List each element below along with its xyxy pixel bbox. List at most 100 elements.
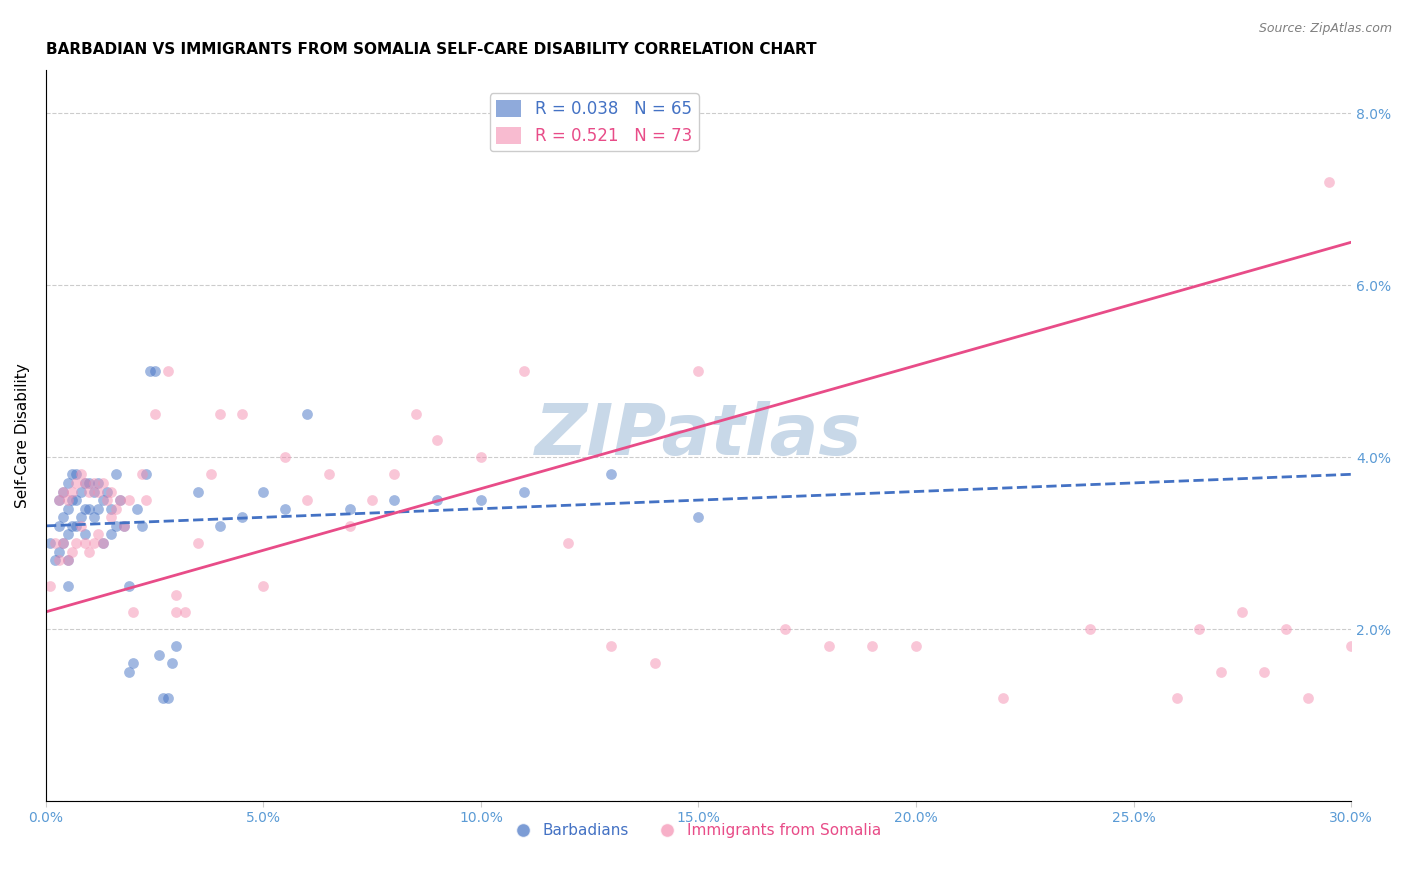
Point — [87, 484, 110, 499]
Point — [44, 536, 66, 550]
Point — [1253, 665, 1275, 679]
Point — [52, 536, 75, 550]
Point — [426, 433, 449, 447]
Point — [60, 467, 83, 482]
Point — [75, 475, 97, 490]
Point — [79, 484, 101, 499]
Point — [69, 519, 91, 533]
Point — [65, 493, 87, 508]
Point — [131, 519, 153, 533]
Point — [52, 484, 75, 499]
Point — [87, 475, 110, 490]
Point — [91, 493, 114, 508]
Point — [117, 665, 139, 679]
Point — [143, 407, 166, 421]
Point — [1317, 175, 1340, 189]
Point — [100, 501, 122, 516]
Point — [187, 484, 209, 499]
Point — [56, 553, 79, 567]
Point — [79, 475, 101, 490]
Point — [405, 407, 427, 421]
Point — [644, 657, 666, 671]
Point — [361, 493, 384, 508]
Point — [166, 588, 188, 602]
Point — [75, 536, 97, 550]
Point — [470, 450, 492, 464]
Point — [122, 657, 145, 671]
Point — [156, 364, 179, 378]
Point — [135, 493, 157, 508]
Point — [152, 690, 174, 705]
Point — [91, 475, 114, 490]
Point — [470, 493, 492, 508]
Point — [904, 639, 927, 653]
Point — [79, 544, 101, 558]
Point — [160, 657, 183, 671]
Point — [252, 579, 274, 593]
Point — [48, 553, 70, 567]
Point — [166, 605, 188, 619]
Point — [48, 493, 70, 508]
Point — [295, 493, 318, 508]
Point — [513, 364, 536, 378]
Point — [79, 501, 101, 516]
Point — [187, 536, 209, 550]
Point — [557, 536, 579, 550]
Point — [122, 605, 145, 619]
Point — [48, 493, 70, 508]
Point — [200, 467, 222, 482]
Point — [108, 493, 131, 508]
Point — [108, 493, 131, 508]
Point — [208, 407, 231, 421]
Point — [382, 493, 405, 508]
Point — [1188, 622, 1211, 636]
Point — [91, 536, 114, 550]
Point — [117, 579, 139, 593]
Point — [1296, 690, 1319, 705]
Point — [1274, 622, 1296, 636]
Point — [1232, 605, 1254, 619]
Point — [295, 407, 318, 421]
Point — [100, 527, 122, 541]
Point — [65, 475, 87, 490]
Point — [83, 475, 105, 490]
Point — [139, 364, 162, 378]
Point — [56, 579, 79, 593]
Point — [688, 364, 710, 378]
Point — [65, 467, 87, 482]
Point — [39, 579, 62, 593]
Point — [65, 536, 87, 550]
Point — [69, 484, 91, 499]
Point — [252, 484, 274, 499]
Point — [991, 690, 1014, 705]
Point — [208, 519, 231, 533]
Point — [56, 553, 79, 567]
Point — [87, 527, 110, 541]
Point — [127, 501, 149, 516]
Point — [382, 467, 405, 482]
Point — [135, 467, 157, 482]
Point — [1340, 639, 1362, 653]
Point — [818, 639, 841, 653]
Point — [426, 493, 449, 508]
Point — [274, 450, 297, 464]
Point — [775, 622, 797, 636]
Point — [56, 527, 79, 541]
Point — [60, 493, 83, 508]
Point — [600, 467, 623, 482]
Point — [131, 467, 153, 482]
Point — [104, 467, 127, 482]
Point — [60, 544, 83, 558]
Point — [60, 484, 83, 499]
Point — [52, 510, 75, 524]
Point — [65, 519, 87, 533]
Point — [112, 519, 135, 533]
Point — [166, 639, 188, 653]
Point — [143, 364, 166, 378]
Point — [688, 510, 710, 524]
Point — [231, 407, 253, 421]
Point — [69, 467, 91, 482]
Text: Source: ZipAtlas.com: Source: ZipAtlas.com — [1258, 22, 1392, 36]
Y-axis label: Self-Care Disability: Self-Care Disability — [15, 363, 30, 508]
Point — [100, 510, 122, 524]
